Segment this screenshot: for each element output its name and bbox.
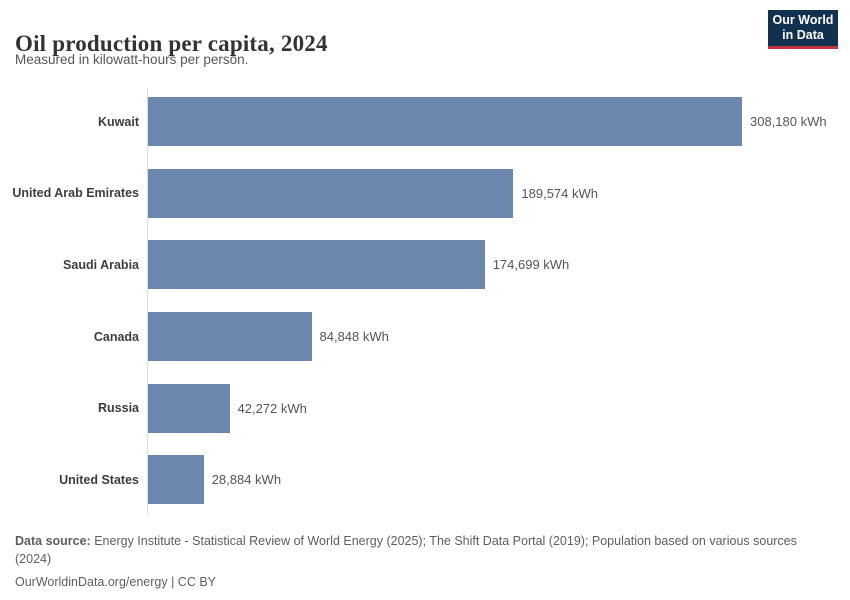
data-source-text: Energy Institute - Statistical Review of… (15, 534, 797, 566)
owid-logo-line1: Our World (772, 12, 834, 27)
value-label: 84,848 kWh (319, 329, 389, 345)
bar-canada[interactable] (148, 312, 312, 362)
chart-subtitle: Measured in kilowatt-hours per person. (15, 52, 249, 67)
bar-wrap: 189,574 kWh (147, 168, 598, 218)
country-label-canada: Canada (93, 329, 139, 344)
bar-wrap: 174,699 kWh (147, 240, 570, 290)
country-label-united-arab-emirates: United Arab Emirates (12, 186, 139, 201)
page-title: Oil production per capita, 2024 (15, 31, 328, 57)
value-label: 28,884 kWh (211, 472, 282, 488)
bar-wrap: 84,848 kWh (147, 312, 389, 362)
owid-logo-line2: in Data (782, 28, 824, 42)
attribution-line[interactable]: OurWorldinData.org/energy | CC BY (15, 575, 217, 589)
owid-logo[interactable]: Our World in Data (768, 10, 838, 49)
data-source-label: Data source: (15, 534, 91, 548)
country-label-russia: Russia (98, 401, 139, 416)
bar-row: Canada 84,848 kWh (0, 312, 850, 362)
bar-wrap: 308,180 kWh (147, 97, 827, 146)
bar-row: United Arab Emirates 189,574 kWh (0, 168, 850, 218)
country-label-kuwait: Kuwait (98, 114, 139, 129)
bar-russia[interactable] (148, 383, 230, 433)
chart-footer: Data source: Energy Institute - Statisti… (15, 532, 835, 591)
data-source-note: Data source: Energy Institute - Statisti… (15, 532, 835, 568)
bar-row: Saudi Arabia 174,699 kWh (0, 240, 850, 290)
y-axis-line (147, 88, 148, 515)
country-label-saudi-arabia: Saudi Arabia (63, 257, 139, 272)
value-label: 42,272 kWh (237, 400, 307, 416)
bar-row: Russia 42,272 kWh (0, 383, 850, 433)
bar-row: Kuwait 308,180 kWh (0, 97, 850, 146)
bar-rows: Kuwait 308,180 kWh United Arab Emirates 189… (0, 97, 850, 527)
bar-saudi-arabia[interactable] (148, 240, 485, 290)
value-label: 189,574 kWh (521, 185, 598, 201)
value-label: 308,180 kWh (750, 114, 827, 129)
bar-row: United States 28,884 kWh (0, 455, 850, 505)
bar-united-states[interactable] (148, 455, 204, 505)
bar-kuwait[interactable] (148, 97, 742, 146)
value-label: 174,699 kWh (492, 257, 570, 273)
bar-united-arab-emirates[interactable] (148, 168, 514, 218)
country-label-united-states: United States (59, 472, 139, 487)
bar-wrap: 28,884 kWh (147, 455, 282, 505)
bar-wrap: 42,272 kWh (147, 383, 307, 433)
